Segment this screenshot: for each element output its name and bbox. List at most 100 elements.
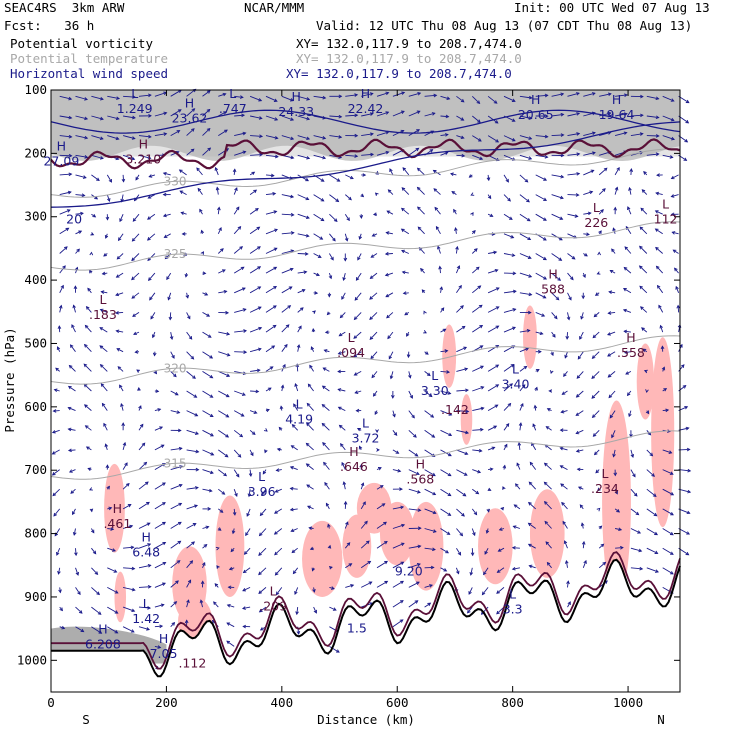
wind-arrowhead: [607, 332, 611, 336]
wind-arrowhead: [384, 580, 389, 585]
wind-arrowhead: [616, 509, 621, 513]
extremum-value: .461: [103, 516, 131, 531]
wind-arrowhead: [537, 349, 542, 354]
wind-arrowhead: [358, 445, 363, 450]
wind-vector: [281, 213, 294, 216]
wind-vector: [455, 246, 458, 254]
wind-arrowhead: [248, 473, 253, 478]
wind-vector: [322, 385, 330, 392]
extremum-mark: H: [57, 138, 66, 153]
wind-vector: [116, 272, 124, 278]
field-name-pv: Potential vorticity: [10, 36, 153, 51]
wind-vector: [640, 207, 648, 215]
wind-arrowhead: [187, 579, 192, 584]
wind-vector: [202, 469, 214, 474]
wind-arrowhead: [209, 374, 214, 379]
wind-vector: [392, 580, 404, 588]
wind-arrowhead: [119, 384, 123, 389]
wind-arrowhead: [282, 363, 286, 368]
wind-arrowhead: [575, 394, 580, 398]
wind-arrowhead: [401, 270, 406, 275]
wind-vector: [249, 189, 257, 195]
wind-arrowhead: [415, 471, 420, 476]
wind-vector: [576, 390, 584, 398]
wind-arrowhead: [226, 352, 231, 357]
wind-arrowhead: [544, 93, 549, 98]
wind-arrowhead: [84, 97, 89, 101]
wind-vector: [472, 365, 484, 372]
wind-vector: [265, 154, 278, 158]
wind-arrowhead: [99, 308, 104, 313]
wind-vector: [106, 174, 112, 183]
wind-arrowhead: [159, 624, 164, 629]
wind-vector: [519, 329, 530, 333]
wind-vector: [218, 469, 227, 477]
wind-arrowhead: [510, 363, 515, 368]
wind-arrowhead: [596, 271, 601, 275]
wind-arrowhead: [423, 330, 427, 334]
wind-vector: [677, 305, 680, 313]
wind-arrowhead: [447, 512, 452, 516]
wind-arrowhead: [223, 289, 228, 294]
wind-arrowhead: [82, 175, 87, 179]
wind-arrowhead: [687, 468, 692, 473]
wind-vector: [440, 328, 446, 333]
extremum-mark: H: [416, 457, 425, 472]
wind-vector: [276, 587, 283, 595]
wind-arrowhead: [624, 93, 628, 98]
wind-vector: [433, 188, 441, 195]
field-xy-pv: XY= 132.0,117.9 to 208.7,474.0: [296, 36, 522, 51]
wind-arrowhead: [176, 410, 181, 414]
wind-vector: [345, 563, 352, 569]
wind-vector: [261, 488, 267, 496]
wind-arrowhead: [575, 193, 580, 197]
wind-vector: [329, 606, 337, 611]
wind-arrowhead: [629, 168, 634, 172]
wind-vector: [440, 508, 451, 516]
wind-vector: [528, 481, 537, 490]
extremum-mark: L: [512, 361, 519, 376]
wind-arrowhead: [494, 404, 499, 408]
wind-vector: [138, 586, 151, 588]
wind-arrowhead: [432, 169, 437, 174]
wind-arrowhead: [199, 208, 203, 213]
wind-arrowhead: [280, 384, 285, 389]
wind-vector: [91, 95, 104, 100]
wind-vector: [138, 606, 151, 609]
wind-vector: [274, 528, 283, 535]
wind-arrowhead: [559, 216, 564, 220]
wind-vector: [91, 154, 104, 159]
wind-vector: [170, 502, 182, 510]
wind-arrowhead: [670, 492, 675, 496]
wind-arrowhead: [387, 335, 391, 340]
wind-arrowhead: [272, 305, 277, 309]
wind-arrowhead: [468, 174, 473, 178]
wind-arrowhead: [239, 246, 244, 250]
wind-arrowhead: [162, 482, 166, 486]
wind-vector: [306, 422, 314, 431]
wind-arrowhead: [335, 649, 340, 653]
wind-arrowhead: [374, 192, 379, 197]
wind-vector: [258, 587, 267, 594]
wind-vector: [265, 210, 277, 215]
wind-arrowhead: [175, 580, 179, 584]
wind-vector: [233, 187, 238, 195]
wind-arrowhead: [479, 345, 484, 349]
extremum-mark: H: [361, 86, 370, 101]
wind-arrowhead: [544, 154, 549, 159]
wind-arrowhead: [369, 296, 373, 300]
wind-vector: [662, 488, 674, 496]
wind-vector: [440, 95, 450, 100]
wind-arrowhead: [216, 565, 220, 569]
wind-arrowhead: [448, 452, 452, 457]
wind-arrowhead: [327, 523, 331, 528]
wind-vector: [487, 446, 495, 451]
wind-arrowhead: [253, 189, 258, 194]
wind-vector: [376, 581, 388, 588]
wind-arrowhead: [217, 206, 221, 211]
wind-arrowhead: [224, 453, 229, 458]
wind-arrowhead: [72, 304, 76, 309]
wind-arrowhead: [78, 230, 83, 234]
wind-arrowhead: [337, 406, 342, 410]
wind-arrowhead: [51, 472, 56, 476]
